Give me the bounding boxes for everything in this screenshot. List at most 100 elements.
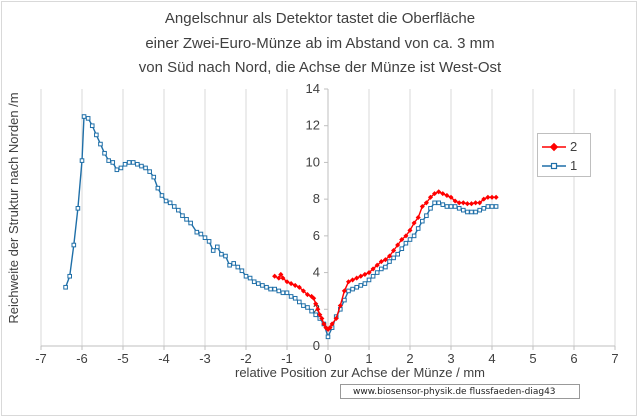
data-point-series-1 <box>407 237 413 242</box>
series-line-1 <box>64 115 497 339</box>
data-point-series-1 <box>358 283 364 288</box>
x-tick-label: -6 <box>76 351 88 366</box>
data-point-series-1 <box>167 200 173 206</box>
data-point-series-1 <box>198 231 204 237</box>
data-point-series-1 <box>493 204 499 209</box>
data-point-series-2 <box>489 194 495 200</box>
data-point-series-1 <box>383 264 388 270</box>
data-point-series-2 <box>280 275 286 281</box>
data-point-series-1 <box>180 213 185 218</box>
data-point-series-2 <box>374 262 380 268</box>
data-point-series-1 <box>403 240 409 246</box>
data-point-series-1 <box>305 305 310 310</box>
legend-swatch-series-1 <box>542 162 566 170</box>
data-point-series-2 <box>444 192 450 199</box>
data-point-series-2 <box>276 275 282 281</box>
x-tick-label: 3 <box>447 351 454 366</box>
data-point-series-2 <box>386 253 393 259</box>
data-point-series-1 <box>63 284 68 290</box>
chart-title-line-3: von Süd nach Nord, die Achse der Münze i… <box>138 59 502 76</box>
data-point-series-1 <box>89 123 95 129</box>
data-point-series-2 <box>313 301 319 307</box>
data-point-series-2 <box>354 275 360 281</box>
data-point-series-1 <box>411 233 417 239</box>
data-point-series-1 <box>126 160 132 165</box>
data-point-series-1 <box>106 158 111 163</box>
data-point-series-1 <box>284 290 290 296</box>
data-point-series-1 <box>147 169 152 174</box>
data-point-series-2 <box>440 191 446 197</box>
data-point-series-2 <box>311 295 317 301</box>
data-point-series-1 <box>206 239 212 244</box>
x-tick-label: 2 <box>406 351 413 366</box>
data-point-series-2 <box>407 227 413 233</box>
data-point-series-1 <box>122 161 128 167</box>
data-point-series-1 <box>102 150 107 156</box>
data-point-series-1 <box>110 160 116 165</box>
data-point-series-1 <box>219 251 224 257</box>
data-point-series-1 <box>184 217 189 222</box>
x-tick-label: -7 <box>35 351 47 366</box>
chart-legend: 2 1 <box>537 133 591 177</box>
data-point-series-2 <box>481 196 487 202</box>
x-tick-label: -1 <box>281 351 293 366</box>
data-point-series-1 <box>163 198 169 204</box>
data-point-series-1 <box>313 312 318 318</box>
data-point-series-1 <box>436 200 441 206</box>
data-point-series-2 <box>292 282 298 288</box>
data-point-series-1 <box>379 266 384 272</box>
x-tick-label: 0 <box>324 351 331 366</box>
data-point-series-1 <box>81 114 87 119</box>
chart-title-line-2: einer Zwei-Euro-Münze ab im Abstand von … <box>145 35 495 52</box>
data-point-series-2 <box>460 200 466 206</box>
data-point-series-1 <box>227 262 232 268</box>
data-point-series-2 <box>296 284 302 290</box>
data-point-series-1 <box>98 141 103 147</box>
data-point-series-1 <box>188 220 193 226</box>
data-point-series-1 <box>420 218 425 224</box>
data-point-series-2 <box>493 194 499 200</box>
data-point-series-1 <box>139 163 144 169</box>
data-point-series-1 <box>362 281 368 286</box>
data-point-series-1 <box>79 158 85 163</box>
data-point-series-1 <box>366 277 372 283</box>
data-point-series-1 <box>432 200 437 206</box>
data-point-series-1 <box>210 248 216 253</box>
x-axis-label: relative Position zur Achse der Münze / … <box>235 365 485 380</box>
legend-item-series-1: 1 <box>542 158 590 174</box>
data-point-series-2 <box>403 233 409 239</box>
data-point-series-2 <box>321 321 327 327</box>
data-point-series-2 <box>333 315 339 322</box>
data-point-series-1 <box>309 308 314 314</box>
data-point-series-1 <box>452 204 458 209</box>
data-point-series-2 <box>366 270 372 276</box>
data-point-series-1 <box>223 253 228 259</box>
data-point-series-2 <box>300 288 306 294</box>
data-point-series-1 <box>256 281 261 286</box>
data-point-series-1 <box>374 270 380 275</box>
data-point-series-1 <box>71 242 77 248</box>
data-point-series-2 <box>341 288 347 294</box>
data-point-series-1 <box>387 259 392 264</box>
x-tick-label: 4 <box>488 351 495 366</box>
data-point-series-1 <box>171 204 177 209</box>
data-point-series-1 <box>268 286 273 292</box>
data-point-series-1 <box>194 229 200 235</box>
data-point-series-1 <box>477 207 482 213</box>
data-point-series-1 <box>346 288 351 294</box>
data-point-series-2 <box>419 203 425 210</box>
data-point-series-1 <box>155 185 161 191</box>
data-point-series-1 <box>489 204 495 209</box>
data-point-series-1 <box>114 167 120 173</box>
legend-item-series-2: 2 <box>542 139 590 155</box>
data-point-series-2 <box>391 247 397 254</box>
data-point-series-1 <box>370 273 376 279</box>
data-point-series-1 <box>461 207 466 213</box>
data-point-series-2 <box>288 281 294 287</box>
x-tick-label: -4 <box>158 351 170 366</box>
y-tick-label: 8 <box>313 191 320 206</box>
data-point-series-1 <box>251 279 257 285</box>
data-point-series-1 <box>354 284 359 290</box>
y-tick-label: 14 <box>306 81 320 96</box>
